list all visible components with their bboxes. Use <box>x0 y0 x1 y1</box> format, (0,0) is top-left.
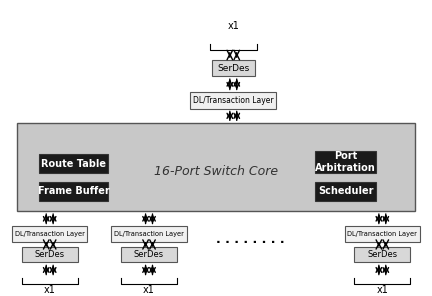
Text: Port
Arbitration: Port Arbitration <box>315 151 376 173</box>
Text: DL/Transaction Layer: DL/Transaction Layer <box>347 231 417 237</box>
FancyBboxPatch shape <box>17 123 415 211</box>
Text: Frame Buffer: Frame Buffer <box>38 186 109 196</box>
FancyBboxPatch shape <box>39 182 108 201</box>
Text: . . . . . . . .: . . . . . . . . <box>216 233 285 245</box>
FancyBboxPatch shape <box>315 182 376 201</box>
Text: x1: x1 <box>376 285 388 295</box>
FancyBboxPatch shape <box>190 92 276 109</box>
Text: Scheduler: Scheduler <box>318 186 373 196</box>
Text: x1: x1 <box>44 285 56 295</box>
Text: SerDes: SerDes <box>35 250 65 259</box>
FancyBboxPatch shape <box>111 226 187 242</box>
Text: DL/Transaction Layer: DL/Transaction Layer <box>114 231 184 237</box>
FancyBboxPatch shape <box>12 226 87 242</box>
Text: SerDes: SerDes <box>134 250 164 259</box>
FancyBboxPatch shape <box>39 154 108 173</box>
FancyBboxPatch shape <box>121 247 177 263</box>
Text: x1: x1 <box>143 285 155 295</box>
Text: x1: x1 <box>227 21 239 31</box>
FancyBboxPatch shape <box>354 247 410 263</box>
FancyBboxPatch shape <box>344 226 420 242</box>
Text: SerDes: SerDes <box>217 64 249 73</box>
Text: 16-Port Switch Core: 16-Port Switch Core <box>154 165 278 178</box>
FancyBboxPatch shape <box>22 247 78 263</box>
Text: DL/Transaction Layer: DL/Transaction Layer <box>193 96 273 105</box>
Text: Route Table: Route Table <box>41 158 106 168</box>
FancyBboxPatch shape <box>315 151 376 173</box>
Text: SerDes: SerDes <box>367 250 397 259</box>
FancyBboxPatch shape <box>212 60 255 76</box>
Text: DL/Transaction Layer: DL/Transaction Layer <box>15 231 85 237</box>
